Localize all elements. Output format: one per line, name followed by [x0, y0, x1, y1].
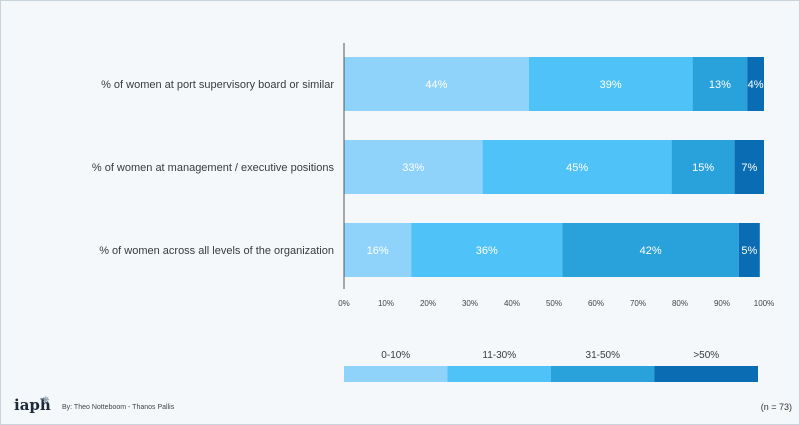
bar-segment-3-31-50	[562, 223, 739, 277]
x-tick-label: 100%	[754, 299, 774, 308]
bar-data-label: 42%	[640, 245, 662, 257]
legend-label: 31-50%	[586, 350, 621, 361]
bar-segment-2-11-30	[482, 140, 672, 194]
bar-segment-3-50	[738, 223, 760, 277]
bar-segment-1-31-50	[692, 57, 748, 111]
legend-swatch-50	[654, 366, 758, 382]
author-credit: By: Theo Notteboom - Thanos Pallis	[62, 404, 175, 411]
bar-segment-2-31-50	[671, 140, 735, 194]
iaph-logo: iaph	[14, 396, 51, 414]
x-tick-label: 0%	[338, 299, 350, 308]
bar-data-label: 36%	[476, 245, 498, 257]
x-tick-label: 90%	[714, 299, 730, 308]
bar-segment-2-50	[734, 140, 764, 194]
x-tick-label: 80%	[672, 299, 688, 308]
legend-swatch-0-10	[344, 366, 448, 382]
x-tick-label: 70%	[630, 299, 646, 308]
bar-data-label: 45%	[566, 162, 588, 174]
legend-label: 0-10%	[381, 350, 410, 361]
legend-label: 11-30%	[482, 350, 516, 361]
x-tick-label: 50%	[546, 299, 562, 308]
x-tick-label: 30%	[462, 299, 478, 308]
bar-segment-3-11-30	[411, 223, 563, 277]
bar-segment-2-0-10	[344, 140, 483, 194]
sample-size-label: (n = 73)	[760, 402, 792, 412]
bar-segment-1-50	[747, 57, 764, 111]
x-tick-label: 40%	[504, 299, 520, 308]
bar-data-label: 16%	[367, 245, 389, 257]
bar-segment-1-0-10	[344, 57, 529, 111]
bar-data-label: 15%	[692, 162, 714, 174]
bar-data-label: 4%	[748, 79, 764, 91]
bar-data-label: 5%	[741, 245, 757, 257]
category-label: % of women across all levels of the orga…	[99, 245, 334, 257]
bar-segment-3-0-10	[344, 223, 412, 277]
logo-gear-icon: ❋	[42, 395, 50, 405]
legend-swatch-31-50	[551, 366, 655, 382]
category-label: % of women at port supervisory board or …	[101, 79, 334, 91]
bar-data-label: 13%	[709, 79, 731, 91]
legend-swatch-11-30	[447, 366, 551, 382]
bar-data-label: 44%	[425, 79, 447, 91]
x-tick-label: 60%	[588, 299, 604, 308]
category-label: % of women at management / executive pos…	[92, 162, 335, 174]
bar-data-label: 33%	[402, 162, 424, 174]
legend-label: >50%	[693, 350, 719, 361]
x-tick-label: 20%	[420, 299, 436, 308]
bar-segment-1-11-30	[528, 57, 693, 111]
bar-data-label: 7%	[741, 162, 757, 174]
x-tick-label: 10%	[378, 299, 394, 308]
bar-data-label: 39%	[600, 79, 622, 91]
